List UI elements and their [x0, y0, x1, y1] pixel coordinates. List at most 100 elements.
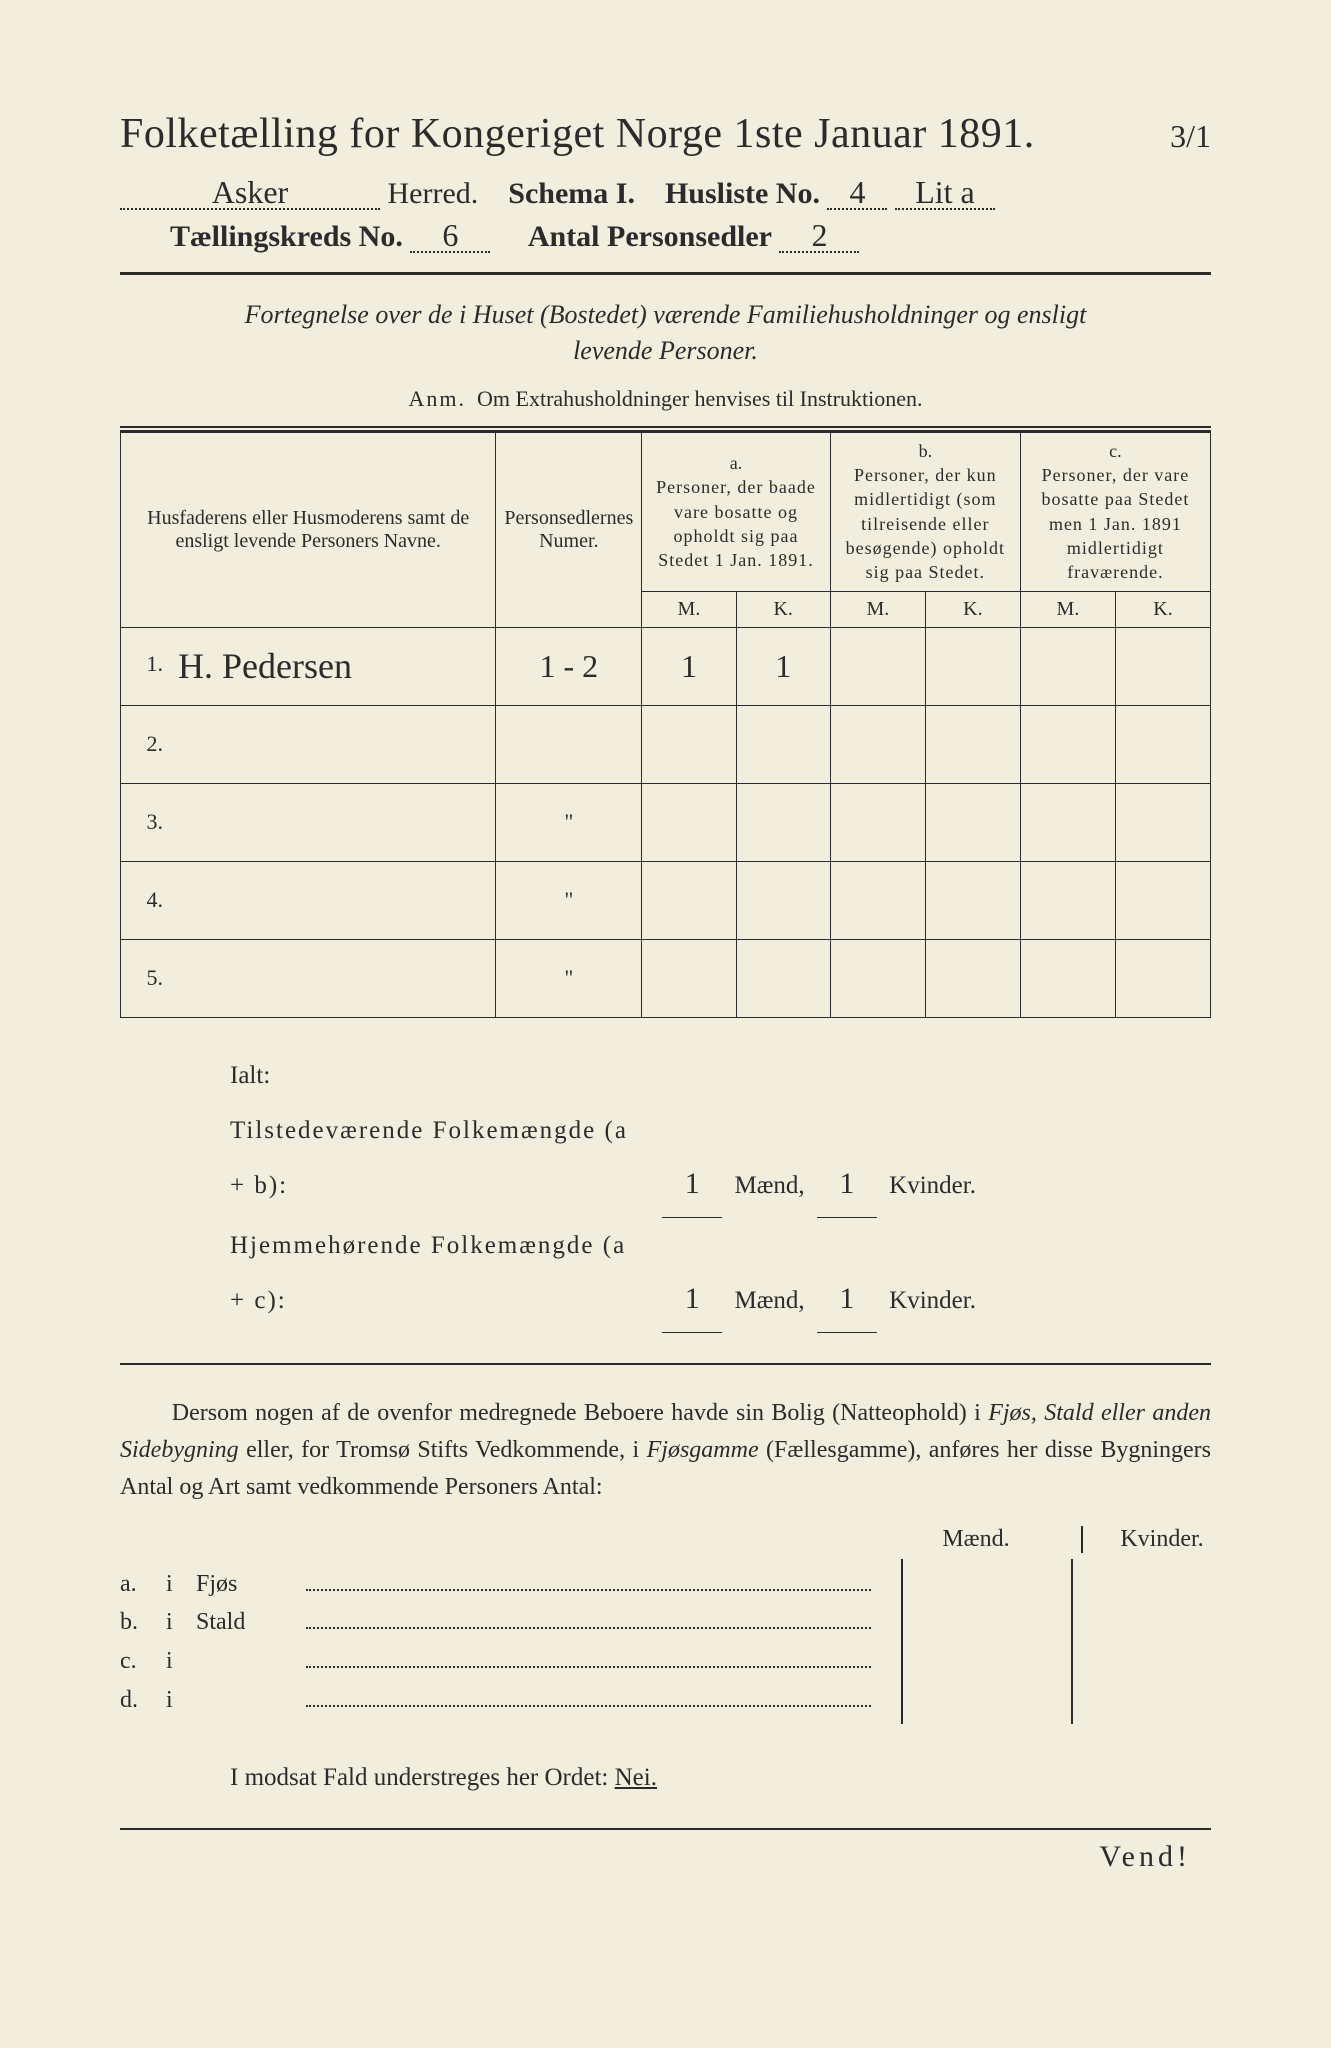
- dots: [306, 1685, 871, 1707]
- th-b-text: Personer, der kun midlertidigt (som tilr…: [846, 465, 1005, 582]
- cell-b-k[interactable]: [925, 861, 1020, 939]
- row-num: 2.: [135, 731, 163, 757]
- building-row: d. i: [120, 1685, 871, 1714]
- cell-b-m[interactable]: [830, 705, 925, 783]
- cell-name[interactable]: 5.: [121, 939, 496, 1017]
- maend-col[interactable]: [901, 1559, 1041, 1723]
- cell-name[interactable]: 3.: [121, 783, 496, 861]
- th-c-letter: c.: [1109, 441, 1122, 461]
- cell-b-k[interactable]: [925, 705, 1020, 783]
- table-row: 3. ": [121, 783, 1211, 861]
- cell-b-k[interactable]: [925, 939, 1020, 1017]
- herred-field[interactable]: Asker: [120, 176, 380, 210]
- personsedler-field[interactable]: 2: [779, 219, 859, 253]
- para-it2: Fjøsgamme: [647, 1437, 759, 1463]
- row-num: 3.: [135, 809, 163, 835]
- cell-a-m[interactable]: [642, 783, 736, 861]
- cell-c-k[interactable]: [1116, 783, 1211, 861]
- closing-pre: I modsat Fald understreges her Ordet:: [230, 1764, 615, 1791]
- cell-a-k[interactable]: [736, 705, 830, 783]
- th-a-m: M.: [642, 591, 736, 627]
- cell-c-m[interactable]: [1020, 783, 1115, 861]
- cell-a-m[interactable]: 1: [642, 627, 736, 705]
- dots: [306, 1646, 871, 1668]
- cell-b-m[interactable]: [830, 627, 925, 705]
- building-row: b. i Stald: [120, 1608, 871, 1637]
- anm-label: Anm.: [409, 386, 467, 411]
- cell-b-m[interactable]: [830, 939, 925, 1017]
- header-line-2: Asker Herred. Schema I. Husliste No. 4 L…: [120, 176, 1211, 211]
- b-label: a.: [120, 1571, 166, 1598]
- maend-hdr: Mænd.: [911, 1526, 1041, 1553]
- ialt-label: Ialt:: [230, 1048, 1211, 1103]
- table-row: 4. ": [121, 861, 1211, 939]
- building-block: a. i Fjøs b. i Stald c. i d. i: [120, 1559, 1211, 1723]
- b-label: c.: [120, 1648, 166, 1675]
- cell-b-k[interactable]: [925, 627, 1020, 705]
- tot1-m-field[interactable]: 1: [662, 1151, 722, 1218]
- para-pre: Dersom nogen af de ovenfor medregnede Be…: [172, 1400, 988, 1426]
- cell-a-k[interactable]: [736, 861, 830, 939]
- cell-a-m[interactable]: [642, 939, 736, 1017]
- cell-a-m[interactable]: [642, 705, 736, 783]
- cell-a-k[interactable]: [736, 939, 830, 1017]
- main-title: Folketælling for Kongeriget Norge 1ste J…: [120, 110, 1211, 158]
- b-i: i: [166, 1687, 196, 1714]
- tot2-m-field[interactable]: 1: [662, 1266, 722, 1333]
- cell-num[interactable]: ": [496, 861, 642, 939]
- cell-name[interactable]: 4.: [121, 861, 496, 939]
- footer-vend: Vend!: [120, 1828, 1211, 1874]
- tot1-k-field[interactable]: 1: [817, 1151, 877, 1218]
- tot1-label: Tilstedeværende Folkemængde (a + b):: [230, 1103, 650, 1213]
- husliste-label: Husliste No.: [665, 177, 820, 210]
- cell-a-k[interactable]: [736, 783, 830, 861]
- cell-c-m[interactable]: [1020, 939, 1115, 1017]
- th-name-text: Husfaderens eller Husmoderens samt de en…: [147, 507, 469, 552]
- row-num: 1.: [135, 651, 163, 677]
- cell-b-m[interactable]: [830, 861, 925, 939]
- maend-label: Mænd,: [735, 1287, 805, 1314]
- totals-block: Ialt: Tilstedeværende Folkemængde (a + b…: [230, 1048, 1211, 1333]
- husliste-suffix-field[interactable]: Lit a: [895, 176, 995, 210]
- th-c-text: Personer, der vare bosatte paa Stedet me…: [1041, 465, 1189, 582]
- th-name: Husfaderens eller Husmoderens samt de en…: [121, 432, 496, 627]
- kvinder-col[interactable]: [1071, 1559, 1211, 1723]
- th-b-letter: b.: [919, 441, 933, 461]
- cell-a-m[interactable]: [642, 861, 736, 939]
- cell-name[interactable]: 2.: [121, 705, 496, 783]
- b-type: Fjøs: [196, 1571, 306, 1598]
- kvinder-label: Kvinder.: [889, 1287, 976, 1314]
- cell-b-m[interactable]: [830, 783, 925, 861]
- th-a: a. Personer, der baade vare bosatte og o…: [642, 432, 831, 591]
- cell-c-k[interactable]: [1116, 861, 1211, 939]
- building-row: a. i Fjøs: [120, 1569, 871, 1598]
- row-num: 5.: [135, 965, 163, 991]
- maend-label: Mænd,: [735, 1172, 805, 1199]
- cell-c-m[interactable]: [1020, 627, 1115, 705]
- cell-c-k[interactable]: [1116, 939, 1211, 1017]
- kvinder-hdr: Kvinder.: [1081, 1526, 1211, 1553]
- cell-num[interactable]: 1 - 2: [496, 627, 642, 705]
- b-i: i: [166, 1609, 196, 1636]
- kreds-field[interactable]: 6: [410, 219, 490, 253]
- th-c-m: M.: [1020, 591, 1115, 627]
- th-a-k: K.: [736, 591, 830, 627]
- husliste-field[interactable]: 4: [827, 176, 887, 210]
- cell-num[interactable]: [496, 705, 642, 783]
- cell-num[interactable]: ": [496, 939, 642, 1017]
- b-i: i: [166, 1571, 196, 1598]
- tot2-k-field[interactable]: 1: [817, 1266, 877, 1333]
- cell-name[interactable]: 1. H. Pedersen: [121, 627, 496, 705]
- cell-c-m[interactable]: [1020, 861, 1115, 939]
- cell-c-k[interactable]: [1116, 705, 1211, 783]
- cell-num[interactable]: ": [496, 783, 642, 861]
- cell-c-k[interactable]: [1116, 627, 1211, 705]
- th-c: c. Personer, der vare bosatte paa Stedet…: [1020, 432, 1210, 591]
- cell-a-k[interactable]: 1: [736, 627, 830, 705]
- kreds-label: Tællingskreds No.: [170, 220, 403, 253]
- totals-row-1: Tilstedeværende Folkemængde (a + b): 1 M…: [230, 1103, 1211, 1218]
- cell-c-m[interactable]: [1020, 705, 1115, 783]
- household-table: Husfaderens eller Husmoderens samt de en…: [120, 432, 1211, 1018]
- table-row: 5. ": [121, 939, 1211, 1017]
- cell-b-k[interactable]: [925, 783, 1020, 861]
